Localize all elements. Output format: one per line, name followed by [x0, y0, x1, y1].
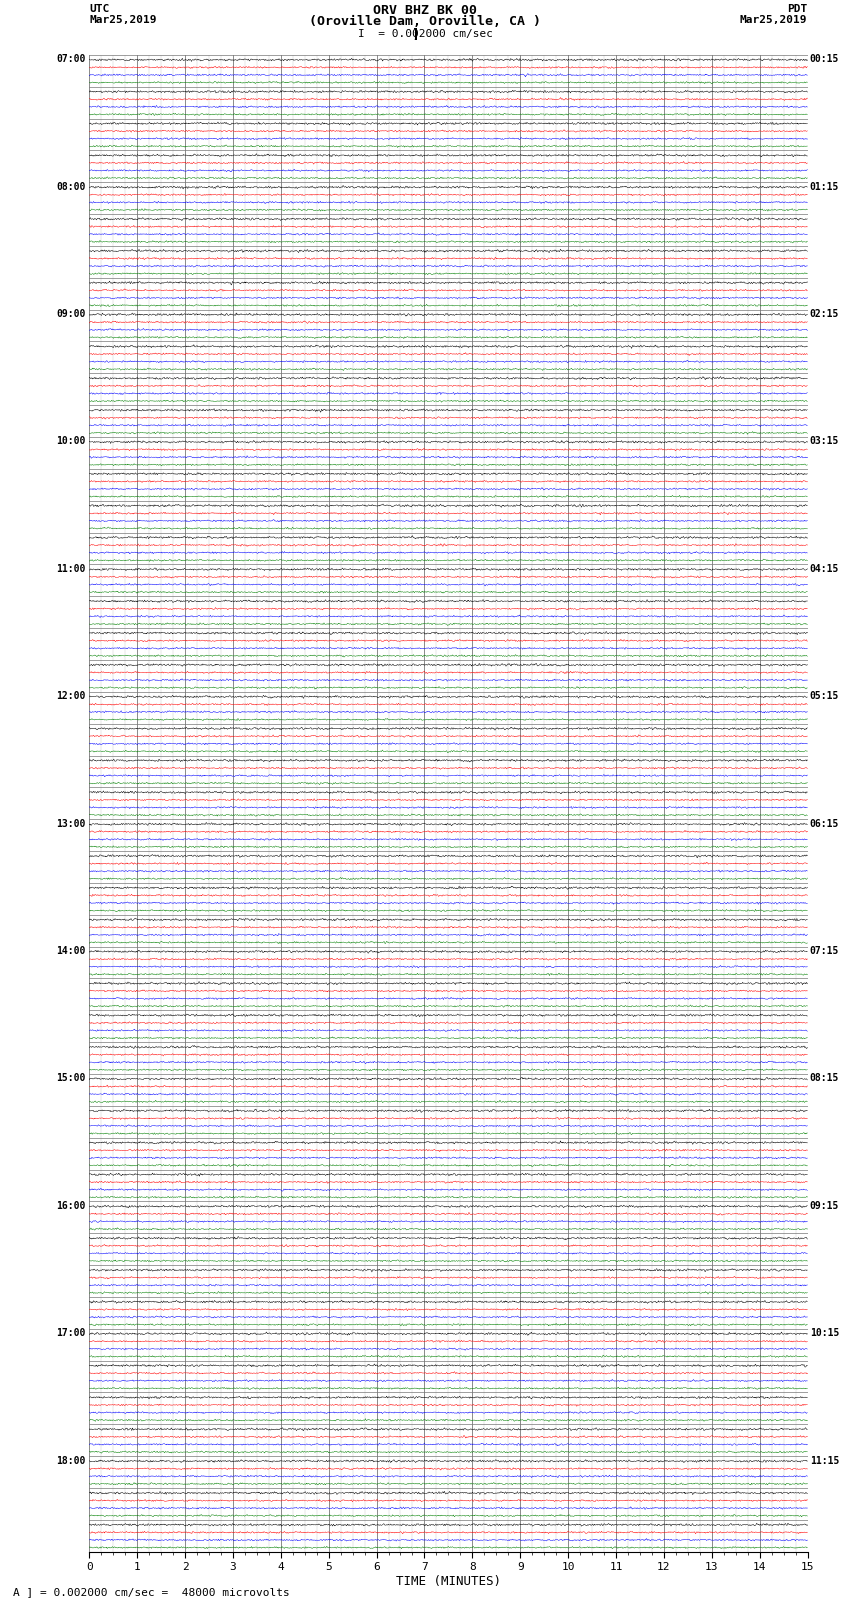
- Text: 14:00: 14:00: [56, 945, 86, 957]
- Text: 03:15: 03:15: [810, 437, 839, 447]
- Text: 05:15: 05:15: [810, 690, 839, 702]
- Text: I  = 0.002000 cm/sec: I = 0.002000 cm/sec: [358, 29, 492, 39]
- Text: UTC: UTC: [89, 5, 110, 15]
- Text: 17:00: 17:00: [56, 1327, 86, 1339]
- Text: 09:15: 09:15: [810, 1200, 839, 1211]
- Text: (Oroville Dam, Oroville, CA ): (Oroville Dam, Oroville, CA ): [309, 16, 541, 29]
- Text: 04:15: 04:15: [810, 565, 839, 574]
- Text: 07:00: 07:00: [56, 55, 86, 65]
- Text: 12:00: 12:00: [56, 690, 86, 702]
- Text: PDT: PDT: [787, 5, 808, 15]
- Text: A ] = 0.002000 cm/sec =  48000 microvolts: A ] = 0.002000 cm/sec = 48000 microvolts: [13, 1587, 290, 1597]
- Text: 08:00: 08:00: [56, 182, 86, 192]
- X-axis label: TIME (MINUTES): TIME (MINUTES): [396, 1574, 501, 1587]
- Text: 07:15: 07:15: [810, 945, 839, 957]
- Text: 11:15: 11:15: [810, 1455, 839, 1466]
- Text: 02:15: 02:15: [810, 310, 839, 319]
- Text: 13:00: 13:00: [56, 818, 86, 829]
- Text: 10:15: 10:15: [810, 1327, 839, 1339]
- Text: 10:00: 10:00: [56, 437, 86, 447]
- Text: 08:15: 08:15: [810, 1073, 839, 1084]
- Text: 18:00: 18:00: [56, 1455, 86, 1466]
- Text: Mar25,2019: Mar25,2019: [740, 16, 808, 26]
- Text: 01:15: 01:15: [810, 182, 839, 192]
- Text: 11:00: 11:00: [56, 565, 86, 574]
- Text: 06:15: 06:15: [810, 818, 839, 829]
- Text: 16:00: 16:00: [56, 1200, 86, 1211]
- Text: 15:00: 15:00: [56, 1073, 86, 1084]
- Text: ORV BHZ BK 00: ORV BHZ BK 00: [373, 5, 477, 18]
- Text: 09:00: 09:00: [56, 310, 86, 319]
- Text: Mar25,2019: Mar25,2019: [89, 16, 156, 26]
- Text: 00:15: 00:15: [810, 55, 839, 65]
